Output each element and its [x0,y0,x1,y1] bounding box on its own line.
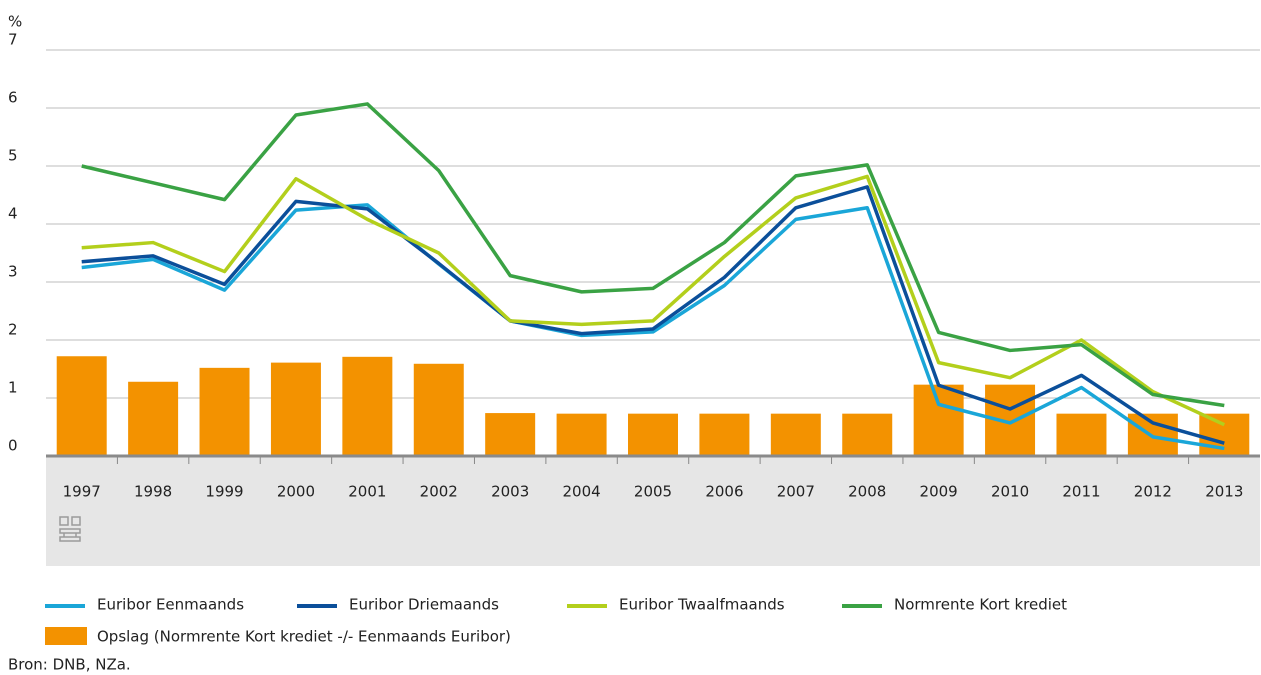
y-tick-label: 1 [8,379,18,397]
x-tick-label: 2004 [562,483,600,501]
line [81,203,1225,451]
bar [56,356,107,456]
x-tick-label: 1997 [63,483,101,501]
logo [59,516,81,542]
bar [270,362,321,456]
y-tick-label: 3 [8,263,18,281]
bar [913,384,964,456]
x-tick-label: 2002 [420,483,458,501]
x-tick-label: 2000 [277,483,315,501]
bar [485,413,536,456]
x-tick-label: 2013 [1205,483,1243,501]
x-tick-label: 1998 [134,483,172,501]
line [81,102,1225,408]
x-tick-label: 2009 [920,483,958,501]
x-tick-label: 1999 [205,483,243,501]
line [81,174,1226,427]
x-tick-label: 2005 [634,483,672,501]
x-tick-label: 2008 [848,483,886,501]
legend-swatch [45,627,87,645]
bar [1056,413,1107,456]
y-tick-label: 2 [8,321,18,339]
bar [628,413,678,456]
x-tick-label: 2007 [777,483,815,501]
x-tick-label: 2012 [1134,483,1172,501]
bar [699,413,750,456]
bar [842,413,893,456]
y-tick-label: 5 [8,147,18,165]
y-tick-label: 7 [8,31,18,49]
x-tick-label: 2003 [491,483,529,501]
y-tick-label: 4 [8,205,18,223]
y-tick-label: 0 [8,437,18,455]
legend-label: Normrente Kort krediet [894,596,1067,614]
x-tick-label: 2010 [991,483,1029,501]
source: Bron: DNB, NZa. [8,656,131,674]
x-tick-label: 2001 [348,483,386,501]
line [81,185,1225,445]
bar [770,413,821,456]
x-tick-label: 2006 [705,483,743,501]
bar [413,363,464,456]
legend-label: Euribor Driemaands [349,596,499,614]
bar [342,356,393,456]
bar [556,413,607,456]
y-tick-label: 6 [8,89,18,107]
legend-label: Euribor Twaalfmaands [619,596,785,614]
bar [1199,413,1250,456]
x-axis-band [46,456,1260,566]
bar [128,381,179,456]
legend-label: Opslag (Normrente Kort krediet -/- Eenma… [97,628,511,646]
x-tick-label: 2011 [1062,483,1100,501]
y-axis-unit: % [8,13,22,31]
bar [199,367,250,456]
legend-label: Euribor Eenmaands [97,596,244,614]
bar [985,384,1036,456]
